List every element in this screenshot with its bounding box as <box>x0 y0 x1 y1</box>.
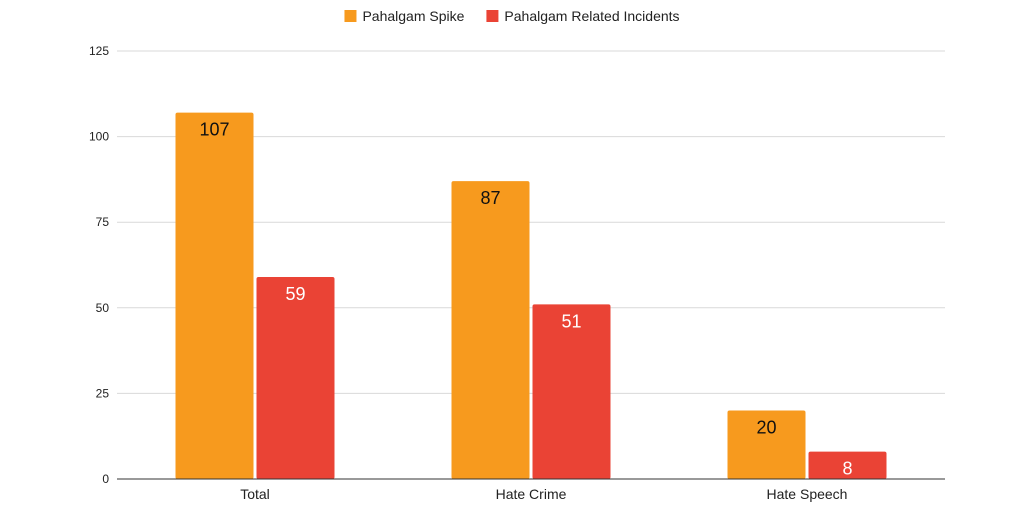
y-tick-label: 75 <box>96 215 110 229</box>
x-category-label: Total <box>240 486 270 502</box>
bar-pahalgam-spike <box>175 112 254 479</box>
data-label: 107 <box>199 120 229 140</box>
data-label: 59 <box>285 284 305 304</box>
data-label: 51 <box>561 311 581 331</box>
data-label: 87 <box>480 188 500 208</box>
data-label: 20 <box>756 418 776 438</box>
x-category-label: Hate Crime <box>496 486 567 502</box>
y-axis-ticks: 0 25 50 75 100 125 <box>89 44 109 486</box>
x-axis-categories: Total Hate Crime Hate Speech <box>240 486 847 502</box>
legend-swatch <box>486 10 499 22</box>
bar-pahalgam-related-incidents <box>532 304 611 479</box>
legend-item: Pahalgam Related Incidents <box>486 8 680 24</box>
y-tick-label: 0 <box>102 472 109 486</box>
legend-label: Pahalgam Spike <box>362 8 464 24</box>
y-tick-label: 25 <box>96 386 110 400</box>
data-labels: 107 59 87 51 20 8 <box>199 120 852 479</box>
y-tick-label: 50 <box>96 301 110 315</box>
legend-item: Pahalgam Spike <box>344 8 465 24</box>
bar-pahalgam-spike <box>451 181 530 479</box>
bar-pahalgam-related-incidents <box>808 451 887 479</box>
legend: Pahalgam Spike Pahalgam Related Incidents <box>344 8 680 24</box>
bar-pahalgam-spike <box>727 410 806 479</box>
legend-swatch <box>344 10 357 22</box>
x-category-label: Hate Speech <box>767 486 848 502</box>
y-tick-label: 100 <box>89 130 109 144</box>
bar-pahalgam-related-incidents <box>256 276 335 479</box>
y-tick-label: 125 <box>89 44 109 58</box>
legend-label: Pahalgam Related Incidents <box>504 8 679 24</box>
data-label: 8 <box>842 459 852 479</box>
gridlines <box>117 50 945 394</box>
bars <box>175 112 887 479</box>
